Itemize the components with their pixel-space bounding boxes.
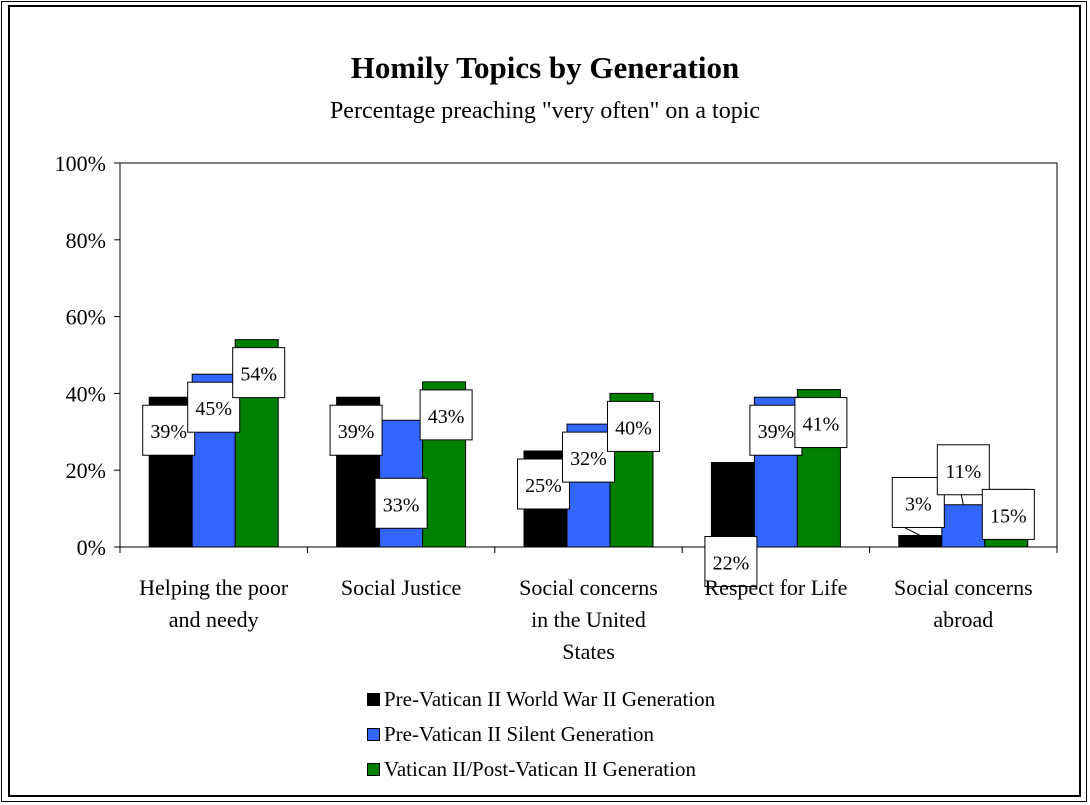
x-tick-label: States <box>562 639 615 664</box>
x-tick-label: abroad <box>933 607 993 632</box>
data-label-box <box>891 476 945 528</box>
data-label-box <box>517 458 570 510</box>
data-label-box <box>936 444 990 496</box>
data-label-box <box>749 404 803 456</box>
data-label-box <box>419 389 473 441</box>
data-label-box <box>232 347 286 399</box>
data-label: 22% <box>713 553 750 575</box>
x-tick-label: Helping the poor <box>139 575 289 600</box>
data-label-box <box>374 477 428 529</box>
data-label: 40% <box>615 417 652 439</box>
data-label-box <box>981 488 1035 540</box>
leader-line <box>960 494 964 505</box>
data-label-box <box>607 400 660 452</box>
x-tick-label: in the United <box>531 607 646 632</box>
data-label: 15% <box>990 505 1027 527</box>
y-tick-label: 100% <box>55 151 106 176</box>
data-label: 39% <box>150 421 187 443</box>
legend-item: Vatican II/Post-Vatican II Generation <box>367 752 715 787</box>
y-tick-label: 0% <box>77 535 106 560</box>
legend-label: Pre-Vatican II World War II Generation <box>384 687 716 711</box>
data-label: 32% <box>570 448 607 470</box>
data-label-box <box>704 536 758 588</box>
legend: Pre-Vatican II World War II Generation P… <box>367 682 715 787</box>
data-label: 54% <box>240 364 277 386</box>
data-label: 43% <box>428 406 465 428</box>
legend-swatch <box>367 693 380 706</box>
chart-title: Homily Topics by Generation <box>350 50 740 85</box>
data-label: 3% <box>905 493 932 515</box>
x-tick-label: Respect for Life <box>704 575 847 600</box>
legend-swatch <box>367 728 380 741</box>
y-tick-label: 80% <box>66 228 106 253</box>
y-tick-label: 60% <box>66 305 106 330</box>
x-tick-label: and needy <box>169 607 259 632</box>
chart-subtitle: Percentage preaching "very often" on a t… <box>329 98 761 124</box>
legend-item: Pre-Vatican II Silent Generation <box>367 717 715 752</box>
data-label-box <box>794 397 848 449</box>
y-tick-label: 40% <box>66 381 106 406</box>
data-label: 45% <box>195 398 232 420</box>
legend-item: Pre-Vatican II World War II Generation <box>367 682 715 717</box>
data-label-box <box>142 404 196 456</box>
data-label: 25% <box>525 475 562 497</box>
legend-label: Pre-Vatican II Silent Generation <box>384 722 654 746</box>
data-label: 39% <box>338 421 375 443</box>
y-tick-label: 20% <box>66 458 106 483</box>
bar <box>898 534 943 548</box>
data-label-box <box>562 431 615 483</box>
chart-frame <box>8 5 1081 797</box>
x-tick-label: Social Justice <box>341 575 461 600</box>
data-label-box <box>187 381 241 433</box>
leader-line <box>904 527 921 536</box>
legend-swatch <box>367 763 380 776</box>
data-label: 41% <box>803 414 840 436</box>
legend-label: Vatican II/Post-Vatican II Generation <box>384 757 696 781</box>
data-label: 11% <box>945 461 981 483</box>
bar <box>941 504 986 548</box>
data-label: 39% <box>758 421 795 443</box>
x-tick-label: Social concerns <box>894 575 1033 600</box>
bar <box>710 462 755 548</box>
x-tick-label: Social concerns <box>519 575 658 600</box>
data-label-box <box>329 404 383 456</box>
data-label: 33% <box>383 494 420 516</box>
